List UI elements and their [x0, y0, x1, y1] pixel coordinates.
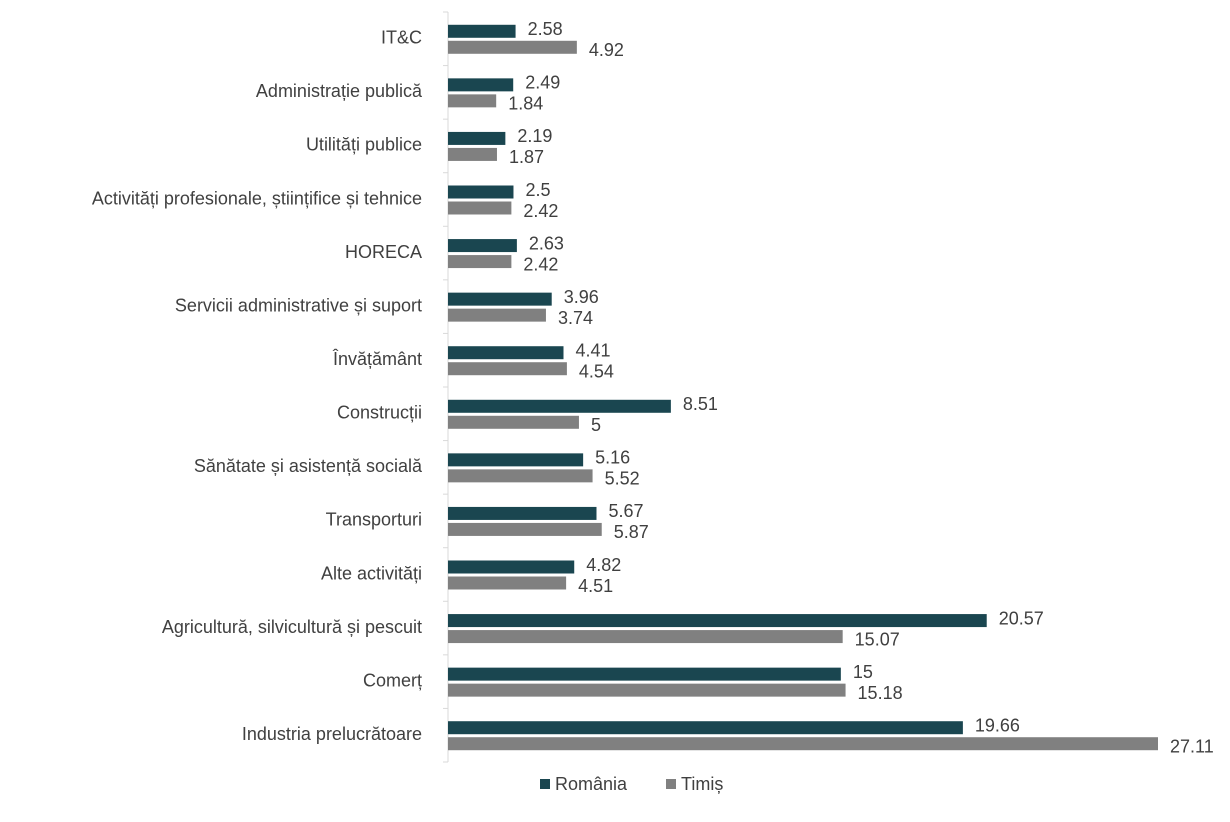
value-label: 15.07	[855, 629, 900, 649]
bar	[448, 506, 597, 520]
bar	[448, 24, 516, 38]
bar	[448, 131, 506, 145]
value-label: 2.58	[528, 19, 563, 39]
category-label: Construcții	[337, 403, 422, 423]
bar	[448, 147, 497, 161]
value-label: 4.51	[578, 576, 613, 596]
category-label: Agricultură, silvicultură și pescuit	[162, 617, 422, 637]
value-label: 19.66	[975, 715, 1020, 735]
category-label: Alte activități	[321, 563, 422, 583]
legend-label: Timiș	[681, 774, 723, 794]
bar	[448, 362, 567, 376]
bar	[448, 453, 584, 467]
bar	[448, 255, 512, 269]
category-label: Transporturi	[326, 510, 422, 530]
value-label: 2.5	[525, 180, 550, 200]
value-label: 2.42	[523, 201, 558, 221]
bar	[448, 721, 963, 735]
category-label: HORECA	[345, 242, 422, 262]
bar	[448, 576, 567, 590]
category-label: Comerț	[363, 670, 422, 690]
bar	[448, 614, 987, 628]
value-label: 5	[591, 415, 601, 435]
bar	[448, 292, 552, 306]
value-label: 4.54	[579, 361, 614, 381]
category-label: Servicii administrative și suport	[175, 295, 422, 315]
value-label: 2.49	[525, 73, 560, 93]
bar	[448, 630, 843, 644]
bar	[448, 737, 1158, 751]
bar	[448, 560, 575, 574]
bar	[448, 399, 671, 413]
value-label: 5.87	[614, 522, 649, 542]
bar	[448, 683, 846, 697]
bar	[448, 40, 577, 54]
bar	[448, 78, 514, 92]
value-label: 15	[853, 662, 873, 682]
legend-swatch	[540, 779, 550, 789]
value-label: 4.92	[589, 40, 624, 60]
bar	[448, 201, 512, 215]
category-label: Administrație publică	[256, 81, 423, 101]
category-label: IT&C	[381, 28, 422, 48]
value-label: 1.87	[509, 147, 544, 167]
category-label: Utilități publice	[306, 135, 422, 155]
bar	[448, 522, 602, 536]
legend-label: România	[555, 774, 628, 794]
value-label: 2.19	[517, 126, 552, 146]
value-label: 1.84	[508, 94, 543, 114]
bar	[448, 346, 564, 360]
value-label: 5.52	[605, 469, 640, 489]
value-label: 15.18	[858, 683, 903, 703]
bar	[448, 415, 579, 429]
category-label: Sănătate și asistență socială	[194, 456, 423, 476]
value-label: 2.42	[523, 254, 558, 274]
bar	[448, 308, 546, 322]
bar	[448, 185, 514, 199]
bar	[448, 667, 841, 681]
value-label: 3.96	[564, 287, 599, 307]
category-label: Învățământ	[332, 349, 422, 369]
bar	[448, 239, 517, 253]
value-label: 4.41	[575, 340, 610, 360]
value-label: 3.74	[558, 308, 593, 328]
value-label: 5.16	[595, 448, 630, 468]
value-label: 8.51	[683, 394, 718, 414]
bar	[448, 94, 497, 108]
category-label: Activități profesionale, științifice și …	[92, 188, 422, 208]
legend-swatch	[666, 779, 676, 789]
category-label: Industria prelucrătoare	[242, 724, 422, 744]
value-label: 27.11	[1170, 736, 1214, 756]
bar	[448, 469, 593, 483]
value-label: 4.82	[586, 555, 621, 575]
value-label: 2.63	[529, 233, 564, 253]
value-label: 5.67	[608, 501, 643, 521]
value-label: 20.57	[999, 608, 1044, 628]
